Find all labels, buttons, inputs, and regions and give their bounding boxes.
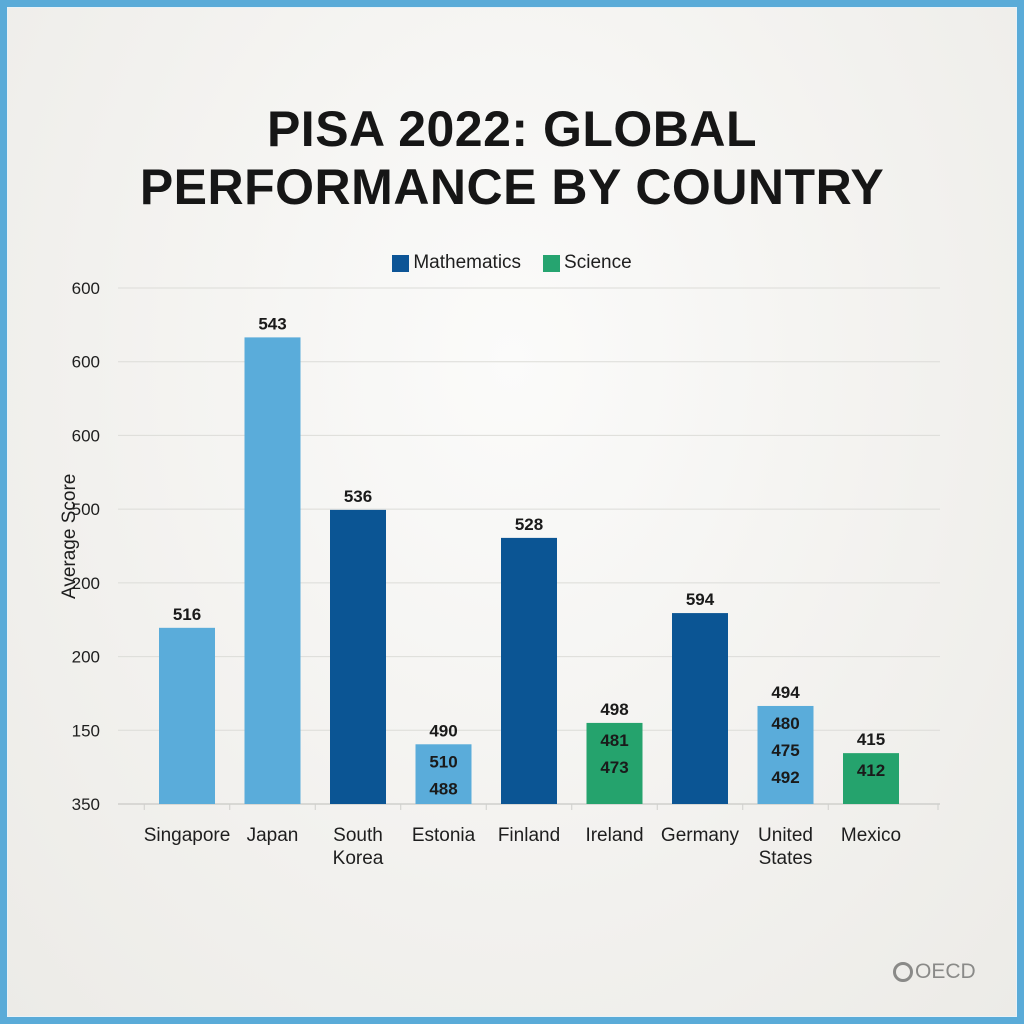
y-tick-label: 600 (72, 353, 100, 372)
y-tick-label: 150 (72, 721, 100, 740)
x-category-label: South (333, 825, 383, 846)
x-category-label: Singapore (144, 825, 231, 846)
y-tick-label: 200 (72, 648, 100, 667)
x-category-label: Ireland (585, 825, 643, 846)
bar (415, 744, 472, 804)
bar-value-label: 594 (686, 590, 715, 609)
legend-item-science: Science (543, 252, 632, 274)
bar-inner-label: 412 (857, 761, 885, 780)
bar (757, 705, 814, 804)
x-category-label: Mexico (841, 825, 901, 846)
bar-inner-label: 488 (429, 779, 457, 798)
bar (843, 753, 899, 804)
bar-value-label: 494 (771, 683, 800, 702)
legend-label-science: Science (564, 252, 632, 273)
legend-swatch-science (543, 254, 561, 272)
x-category-label: United (758, 825, 813, 846)
bar-inner-label: 475 (771, 741, 799, 760)
x-category-label: States (759, 848, 813, 869)
chart-frame (7, 7, 1017, 1017)
bar-value-label: 516 (173, 605, 201, 624)
oecd-ring-icon (893, 962, 913, 982)
y-tick-label: 350 (72, 795, 100, 814)
y-tick-label: 600 (72, 426, 100, 445)
oecd-logo: OECD (893, 960, 976, 984)
x-category-label: Japan (247, 825, 299, 846)
chart-title: PISA 2022: GLOBAL PERFORMANCE BY COUNTRY (0, 100, 1024, 216)
bar-value-label: 528 (515, 515, 543, 534)
bar (330, 509, 386, 804)
bar-value-label: 536 (344, 487, 372, 506)
bar-inner-label: 492 (771, 768, 799, 787)
bar-value-label: 415 (857, 730, 885, 749)
bar-inner-label: 473 (600, 758, 628, 777)
bar (501, 537, 557, 804)
bar-value-label: 543 (258, 314, 286, 333)
x-category-label: Estonia (412, 825, 476, 846)
chart-title-line-1: PISA 2022: GLOBAL (266, 101, 758, 157)
bar (586, 722, 643, 804)
bar-inner-label: 510 (429, 752, 457, 771)
x-category-label: Germany (661, 825, 740, 846)
bar-value-label: 498 (600, 700, 628, 719)
legend-swatch-mathematics (392, 254, 410, 272)
y-tick-label: 600 (72, 279, 100, 298)
bar-inner-label: 481 (600, 731, 628, 750)
chart-legend: Mathematics Science (0, 252, 1024, 274)
bar (159, 627, 215, 804)
y-tick-label: 200 (72, 574, 100, 593)
y-tick-label: 500 (72, 500, 100, 519)
legend-label-mathematics: Mathematics (413, 252, 522, 273)
bar-inner-label: 480 (771, 714, 799, 733)
bar (244, 337, 301, 804)
chart-title-line-2: PERFORMANCE BY COUNTRY (139, 159, 885, 215)
bar (672, 613, 728, 804)
x-category-label: Korea (333, 848, 384, 869)
oecd-logo-text: OECD (915, 960, 976, 983)
x-category-label: Finland (498, 825, 560, 846)
bar-value-label: 490 (429, 721, 457, 740)
legend-item-mathematics: Mathematics (392, 252, 521, 274)
